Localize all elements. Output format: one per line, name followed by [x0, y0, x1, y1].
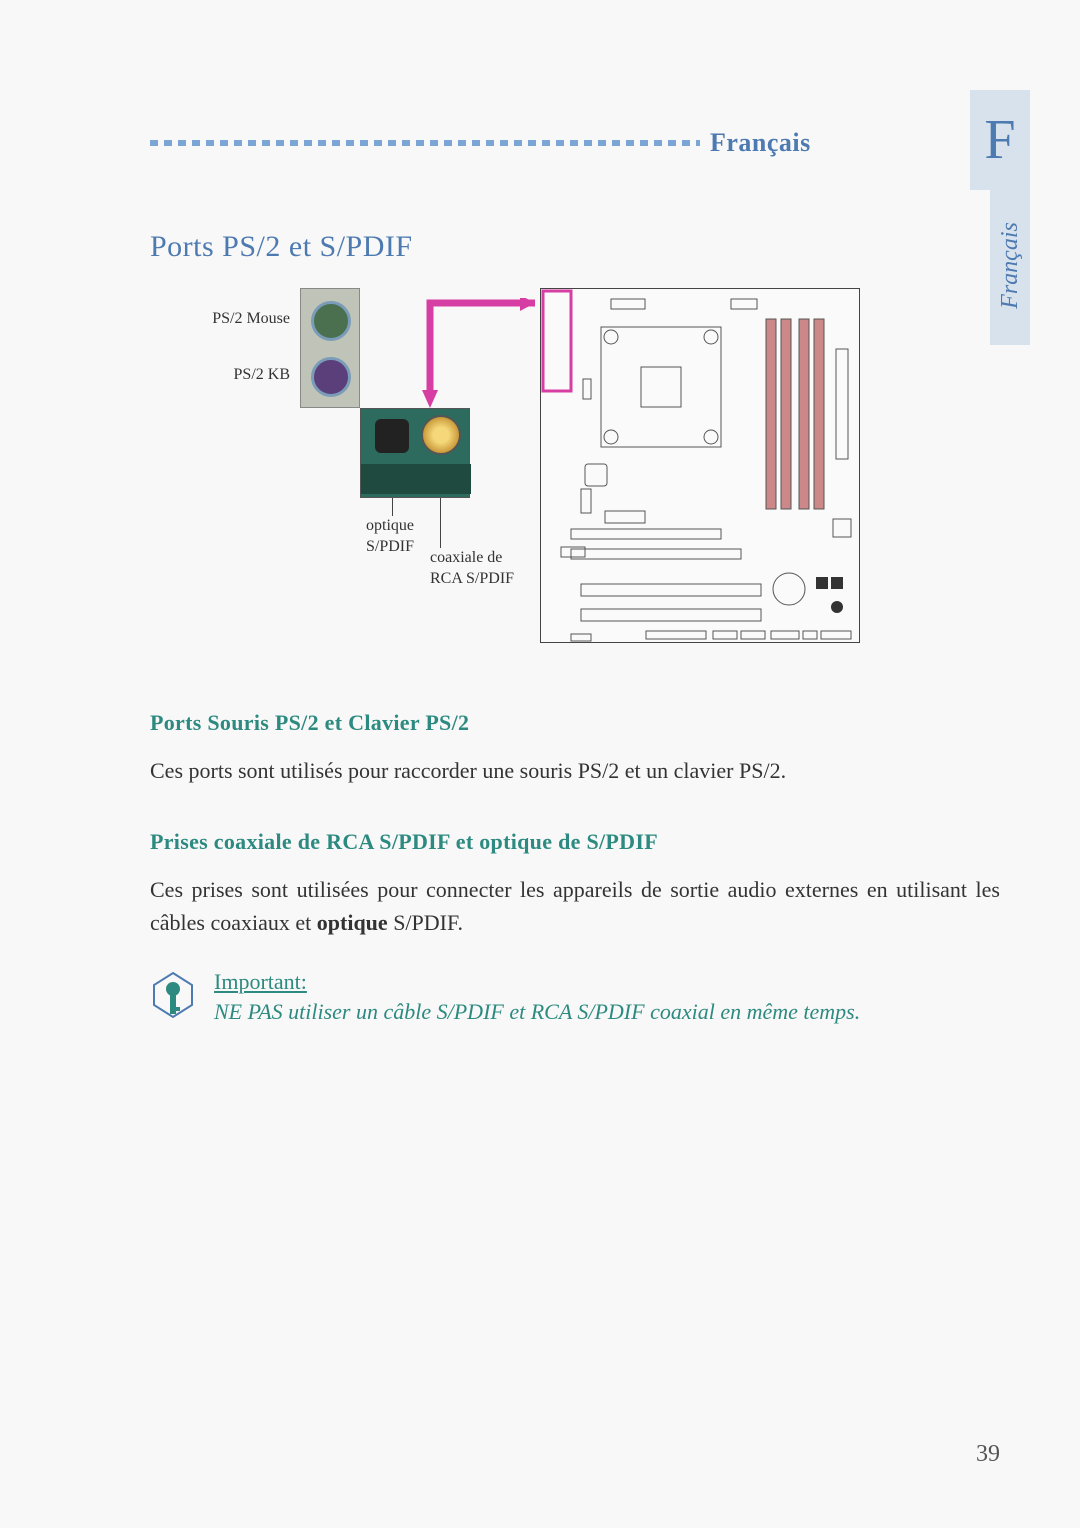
- section-title: Ports PS/2 et S/PDIF: [150, 230, 1000, 264]
- ps2-port-block: [300, 288, 360, 408]
- spdif-text-bold: optique: [317, 910, 388, 935]
- important-note-body: Important: NE PAS utiliser un câble S/PD…: [214, 969, 860, 1028]
- rca-spdif-label: coaxiale de RCA S/PDIF: [430, 548, 514, 590]
- page-container: Français F Français Ports PS/2 et S/PDIF…: [0, 0, 1080, 1528]
- rca-spdif-jack-icon: [421, 415, 461, 455]
- page-number: 39: [976, 1441, 1000, 1468]
- spdif-text-before: Ces prises sont utilisées pour connecter…: [150, 877, 1000, 935]
- motherboard-diagram-svg: [541, 289, 861, 644]
- optical-spdif-label: optique S/PDIF: [366, 516, 414, 558]
- important-note: Important: NE PAS utiliser un câble S/PD…: [150, 969, 1000, 1028]
- figure: PS/2 Mouse PS/2 KB optique S/PDIF coaxia…: [180, 288, 1000, 668]
- callout-line-rca: [440, 498, 441, 548]
- optical-label-line1: optique: [366, 517, 414, 534]
- header: Français F: [150, 80, 1000, 200]
- important-text: NE PAS utiliser un câble S/PDIF et RCA S…: [214, 999, 860, 1024]
- motherboard-diagram: [540, 288, 860, 643]
- optical-spdif-jack-icon: [375, 419, 409, 453]
- rca-label-line2: RCA S/PDIF: [430, 570, 514, 587]
- ps2-mouse-label: PS/2 Mouse: [180, 310, 290, 328]
- key-icon: [150, 971, 196, 1027]
- important-label: Important:: [214, 969, 307, 994]
- subsection-spdif-text: Ces prises sont utilisées pour connecter…: [150, 873, 1000, 939]
- spdif-text-after: S/PDIF.: [388, 910, 463, 935]
- ps2-mouse-port-icon: [311, 301, 351, 341]
- spdif-port-block: [360, 408, 470, 498]
- subsection-spdif-title: Prises coaxiale de RCA S/PDIF et optique…: [150, 829, 1000, 855]
- ps2-keyboard-label: PS/2 KB: [180, 366, 290, 384]
- ps2-keyboard-port-icon: [311, 357, 351, 397]
- callout-line-optical: [392, 498, 393, 516]
- rca-label-line1: coaxiale de: [430, 549, 502, 566]
- header-language: Français: [710, 128, 811, 158]
- subsection-ps2-title: Ports Souris PS/2 et Clavier PS/2: [150, 710, 1000, 736]
- side-language-tab-text: Français: [997, 222, 1024, 309]
- pcb-strip: [361, 464, 471, 494]
- header-dotted-rule: [150, 140, 700, 146]
- optical-label-line2: S/PDIF: [366, 538, 414, 555]
- callout-arrow-icon: [380, 298, 540, 418]
- chapter-badge: F: [970, 90, 1030, 190]
- subsection-ps2-text: Ces ports sont utilisés pour raccorder u…: [150, 754, 1000, 787]
